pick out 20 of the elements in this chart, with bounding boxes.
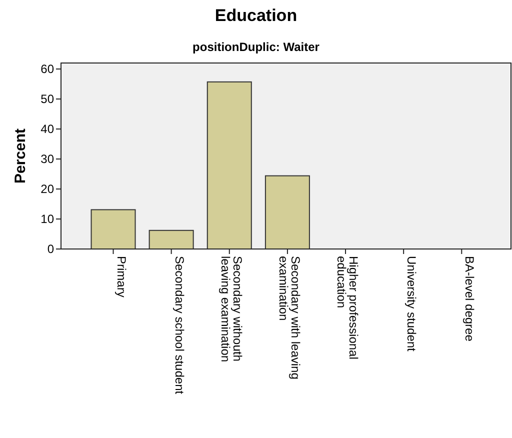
y-tick-label: 60 [40, 62, 54, 76]
y-tick-label: 0 [47, 242, 54, 256]
x-tick-label: BA-level degree [462, 256, 477, 342]
x-tick-label: Secondary school student [172, 256, 186, 395]
x-tick-label: Higher professional education [334, 256, 361, 360]
y-tick-label: 20 [40, 182, 54, 196]
bar [148, 230, 194, 250]
y-tick-label: 10 [40, 212, 54, 226]
y-tick-label: 40 [40, 122, 54, 136]
chart-title: Education [214, 6, 298, 25]
x-tick-label: University student [404, 256, 419, 352]
x-tick-label: Primary [114, 256, 128, 298]
y-tick-label: 50 [40, 92, 54, 106]
chart-subtitle: positionDuplic: Waiter [192, 40, 320, 54]
y-axis-title: Percent [12, 128, 29, 184]
bar [264, 175, 310, 250]
x-tick-label: Secondary withouth leaving examination [218, 256, 244, 362]
bar [206, 81, 252, 250]
y-tick-label: 30 [40, 152, 54, 166]
bar [90, 209, 136, 250]
